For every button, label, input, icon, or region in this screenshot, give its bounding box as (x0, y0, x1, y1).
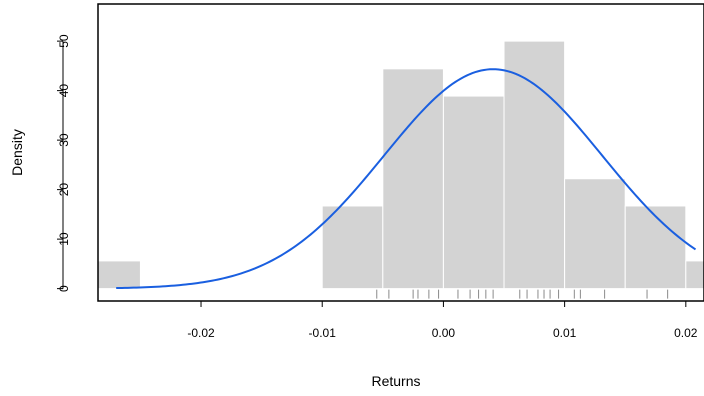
x-tick-label: -0.01 (309, 326, 337, 340)
y-axis: 0 10 20 30 40 50 (57, 34, 71, 292)
y-axis-title: Density (9, 129, 25, 176)
histogram-bar (382, 68, 444, 290)
y-tick-label: 30 (57, 133, 71, 147)
x-axis-title: Returns (371, 373, 420, 389)
x-tick-label: 0.01 (553, 326, 577, 340)
histogram-bar (98, 260, 141, 290)
bars-layer (98, 40, 704, 290)
x-tick-label: 0.02 (674, 326, 698, 340)
x-axis: -0.02 -0.01 0.00 0.01 0.02 (187, 301, 698, 340)
histogram-bar (685, 260, 704, 290)
y-tick-label: 40 (57, 84, 71, 98)
y-tick-label: 10 (57, 232, 71, 246)
y-tick-label: 50 (57, 34, 71, 48)
y-tick-label: 20 (57, 183, 71, 197)
rug-layer (376, 289, 669, 299)
x-tick-label: 0.00 (432, 326, 456, 340)
plot-frame (97, 3, 704, 302)
density-curve (116, 68, 697, 290)
histogram-bar (321, 205, 384, 290)
histogram-bar (564, 178, 626, 290)
y-tick-label: 0 (57, 285, 71, 292)
x-tick-label: -0.02 (187, 326, 215, 340)
histogram-bar (503, 40, 566, 290)
histogram-bar (624, 205, 687, 290)
histogram-bar (442, 95, 505, 290)
